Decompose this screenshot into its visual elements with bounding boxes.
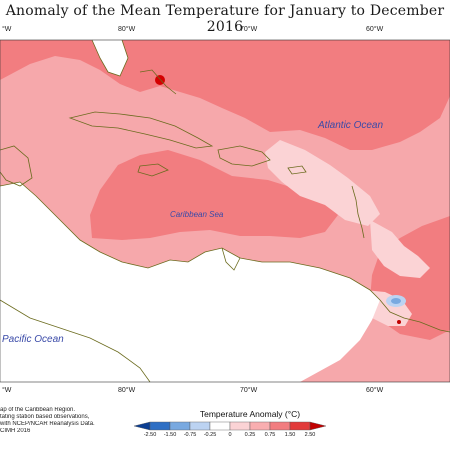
legend-swatch [229,421,251,431]
lon-label-top-2: 70°W [240,25,258,33]
legend-swatch [289,421,311,431]
coastline-lesser-antilles [351,185,365,239]
coastline-south-america-north [239,257,450,333]
credit-text: ap of the Caribbean Region. tating stati… [0,407,140,435]
lon-label-bottom-1: 80°W [118,386,136,394]
anomaly-zone-strong-central [90,150,338,240]
coastline-central-america [0,181,241,269]
coastline-hispaniola [217,145,271,167]
coastline-paraguana [221,247,241,271]
legend-labels: -2.50 -1.50 -0.75 -0.25 0 0.25 0.75 1.50 2.50 [0,432,450,442]
caribbean-sea-label: Caribbean Sea [170,210,224,219]
credit-line: with NCEP/NCAR Reanalysis Data. [0,421,95,427]
atlantic-ocean-label: Atlantic Ocean [317,120,383,131]
legend-swatch [249,421,271,431]
credit-line: ap of the Caribbean Region. [0,407,76,413]
land-nodata-southwest [0,182,380,382]
legend-tick-label: 1.50 [284,432,296,438]
coastline-bahamas [139,69,177,95]
legend-title: Temperature Anomaly (°C) [199,409,301,419]
legend-tick-label: 0.25 [244,432,256,438]
anomaly-zone-light-atlantic [265,140,380,226]
legend-tick-label: 2.50 [304,432,316,438]
anomaly-cold-core [391,298,401,304]
anomaly-zone-light-east [370,220,430,278]
legend-tick-label: -0.75 [183,432,197,438]
legend-tick-label: -1.50 [163,432,177,438]
anomaly-hot-spot-guyana [397,320,401,324]
legend-colorbar [133,421,327,431]
lon-label-bottom-0: °W [2,386,12,394]
legend-swatch [189,421,211,431]
coastlines [0,39,450,383]
map-title: Anomaly of the Mean Temperature for Janu… [5,3,445,35]
coastline-puerto-rico [287,165,307,175]
lon-label-bottom-3: 60°W [366,386,384,394]
legend-swatch [209,421,231,431]
lon-label-bottom-2: 70°W [240,386,258,394]
legend-tick-label: -2.50 [143,432,157,438]
coastline-cuba [68,111,214,149]
legend-swatch [309,421,327,431]
coastline-yucatan [0,145,33,187]
legend-swatch [169,421,191,431]
map-panel [0,39,450,383]
credit-line: tating station based observations, [0,414,90,420]
map-frame [0,39,450,383]
legend-tick-label: 0.75 [264,432,276,438]
coastline-florida [91,39,129,77]
land-nodata-florida [92,40,128,76]
coastline-jamaica [137,163,169,177]
legend-tick-label: -0.25 [203,432,217,438]
lon-label-top-0: °W [2,25,12,33]
pacific-ocean-label: Pacific Ocean [2,334,64,345]
coastline-pacific [0,299,151,383]
legend-swatch [269,421,291,431]
legend-swatch [149,421,171,431]
lon-label-top-3: 60°W [366,25,384,33]
credit-line: CIMH 2016 [0,428,31,434]
legend-tick-label: 0 [228,432,232,438]
lon-label-top-1: 80°W [118,25,136,33]
